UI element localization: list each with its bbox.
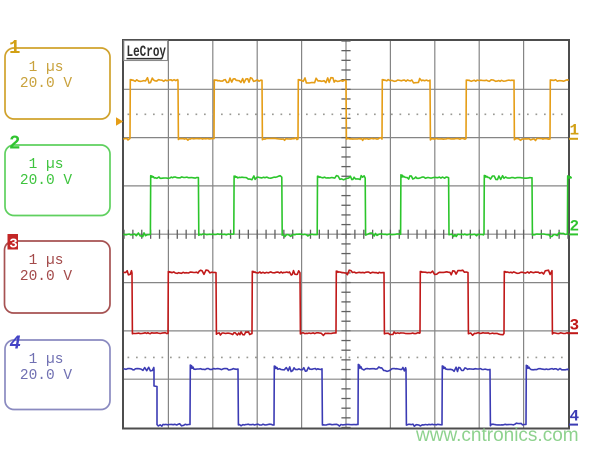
- svg-text:1: 1: [9, 37, 20, 59]
- svg-text:20.0 V: 20.0 V: [20, 368, 73, 384]
- svg-text:2: 2: [9, 133, 20, 155]
- svg-text:3: 3: [570, 317, 580, 335]
- svg-text:4: 4: [10, 333, 21, 355]
- svg-text:www.cntronics.com: www.cntronics.com: [415, 425, 579, 446]
- svg-text:1: 1: [570, 122, 580, 140]
- svg-text:LeCroy: LeCroy: [127, 45, 166, 62]
- svg-text:2: 2: [570, 218, 580, 236]
- svg-text:4: 4: [570, 408, 580, 426]
- svg-text:20.0 V: 20.0 V: [20, 173, 73, 189]
- svg-text:1 µs: 1 µs: [29, 253, 64, 269]
- svg-text:20.0 V: 20.0 V: [20, 269, 73, 285]
- svg-text:1 µs: 1 µs: [29, 60, 64, 76]
- svg-text:3: 3: [9, 237, 17, 253]
- svg-text:1 µs: 1 µs: [29, 352, 64, 368]
- svg-text:20.0 V: 20.0 V: [20, 76, 73, 92]
- svg-text:1 µs: 1 µs: [29, 157, 64, 173]
